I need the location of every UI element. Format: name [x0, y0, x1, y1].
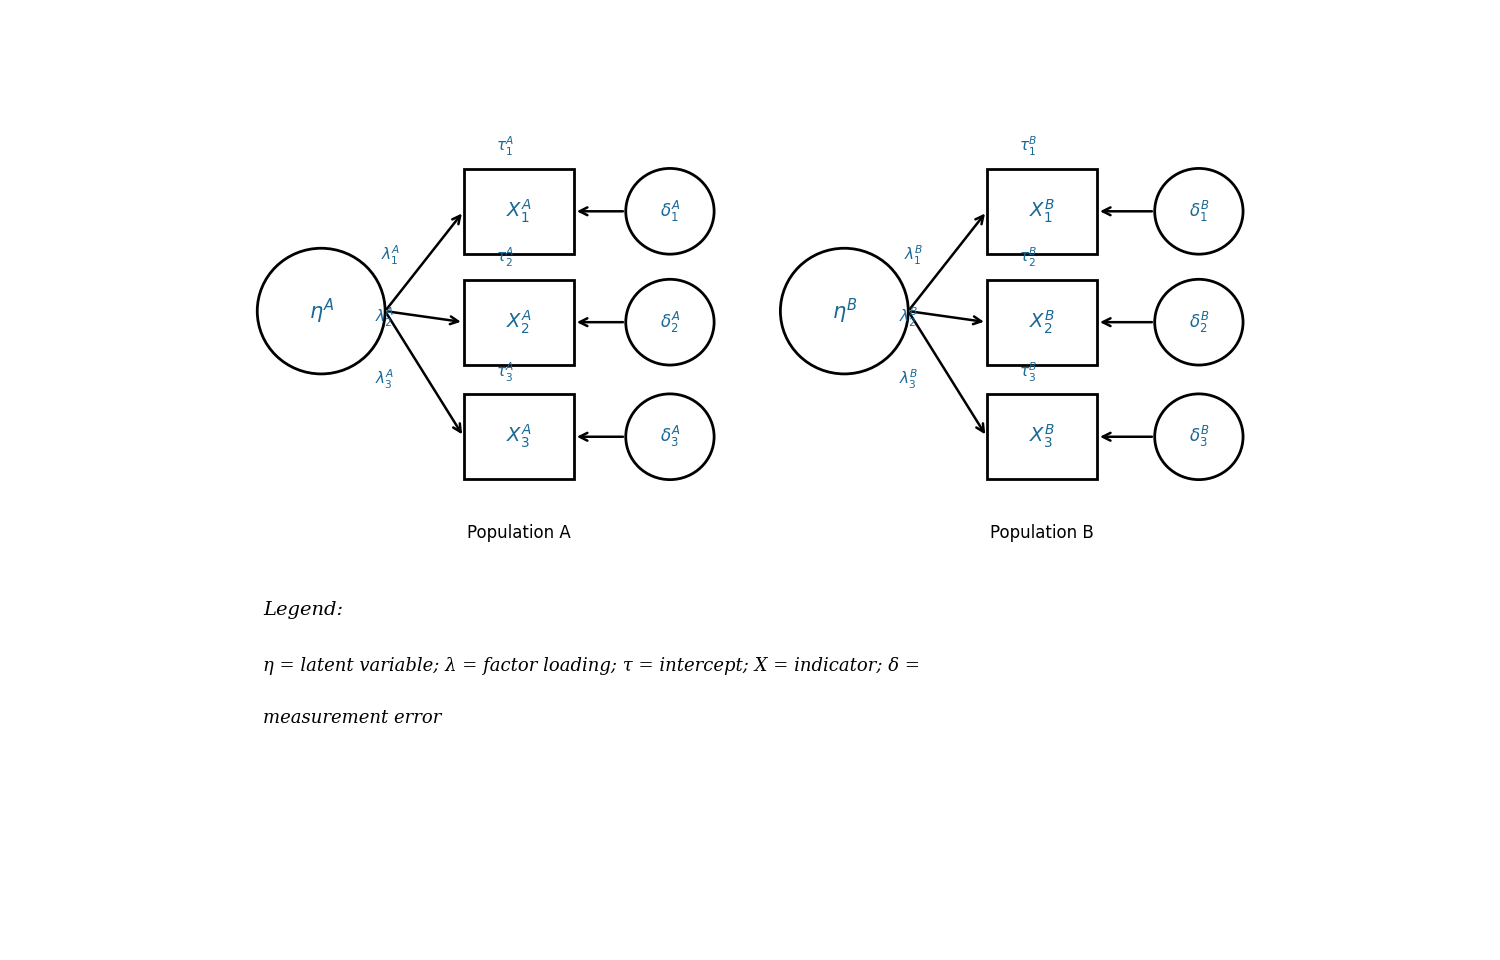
Text: $δ_{1}^{A}$: $δ_{1}^{A}$ — [660, 199, 680, 224]
Text: $λ_{1}^{A}$: $λ_{1}^{A}$ — [381, 244, 400, 267]
Text: $λ_{3}^{B}$: $λ_{3}^{B}$ — [898, 369, 918, 392]
Text: $δ_{2}^{B}$: $δ_{2}^{B}$ — [1188, 310, 1209, 335]
Text: measurement error: measurement error — [262, 708, 441, 727]
Text: $λ_{3}^{A}$: $λ_{3}^{A}$ — [375, 369, 394, 392]
Ellipse shape — [258, 249, 386, 374]
Text: $η^{A}$: $η^{A}$ — [309, 297, 334, 325]
Text: η = latent variable; λ = factor loading; τ = intercept; X = indicator; δ =: η = latent variable; λ = factor loading;… — [262, 657, 920, 675]
Text: $δ_{3}^{A}$: $δ_{3}^{A}$ — [660, 424, 680, 449]
Text: $X_{2}^{A}$: $X_{2}^{A}$ — [506, 308, 532, 336]
Ellipse shape — [1155, 279, 1244, 365]
Text: $η^{B}$: $η^{B}$ — [831, 297, 856, 325]
Bar — [987, 395, 1096, 479]
Bar — [464, 169, 574, 253]
Text: $λ_{2}^{B}$: $λ_{2}^{B}$ — [898, 306, 918, 329]
Text: $τ_{1}^{B}$: $τ_{1}^{B}$ — [1020, 135, 1038, 158]
Text: $τ_{3}^{A}$: $τ_{3}^{A}$ — [496, 360, 514, 384]
Text: $X_{1}^{A}$: $X_{1}^{A}$ — [506, 198, 532, 225]
Bar — [464, 279, 574, 365]
Text: $δ_{2}^{A}$: $δ_{2}^{A}$ — [660, 310, 680, 335]
Text: $δ_{1}^{B}$: $δ_{1}^{B}$ — [1188, 199, 1209, 224]
Ellipse shape — [1155, 168, 1244, 254]
Ellipse shape — [1155, 394, 1244, 480]
Text: $λ_{2}^{A}$: $λ_{2}^{A}$ — [375, 306, 394, 329]
Text: $τ_{2}^{B}$: $τ_{2}^{B}$ — [1020, 246, 1038, 269]
Ellipse shape — [626, 279, 714, 365]
Ellipse shape — [780, 249, 908, 374]
Bar — [464, 395, 574, 479]
Text: $X_{3}^{B}$: $X_{3}^{B}$ — [1029, 423, 1054, 450]
Ellipse shape — [626, 394, 714, 480]
Text: Population A: Population A — [466, 524, 570, 541]
Text: $λ_{1}^{B}$: $λ_{1}^{B}$ — [904, 244, 924, 267]
Text: $τ_{2}^{A}$: $τ_{2}^{A}$ — [496, 246, 514, 269]
Ellipse shape — [626, 168, 714, 254]
Text: $τ_{1}^{A}$: $τ_{1}^{A}$ — [496, 135, 514, 158]
Bar — [987, 169, 1096, 253]
Text: $X_{3}^{A}$: $X_{3}^{A}$ — [506, 423, 532, 450]
Text: Legend:: Legend: — [262, 602, 344, 619]
Text: $τ_{3}^{B}$: $τ_{3}^{B}$ — [1020, 360, 1038, 384]
Text: $X_{2}^{B}$: $X_{2}^{B}$ — [1029, 308, 1054, 336]
Bar — [987, 279, 1096, 365]
Text: $δ_{3}^{B}$: $δ_{3}^{B}$ — [1188, 424, 1209, 449]
Text: $X_{1}^{B}$: $X_{1}^{B}$ — [1029, 198, 1054, 225]
Text: Population B: Population B — [990, 524, 1094, 541]
